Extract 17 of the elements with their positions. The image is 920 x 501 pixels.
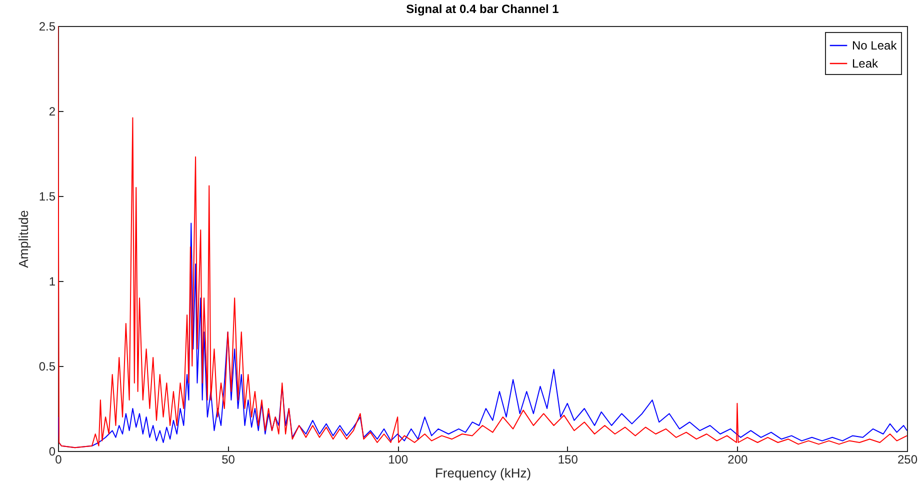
y-tick-label: 0.5 — [38, 360, 56, 374]
legend-label: Leak — [852, 56, 880, 70]
y-tick-label: 2.5 — [38, 20, 56, 34]
x-tick-label: 50 — [222, 452, 236, 466]
line-series — [58, 26, 907, 448]
y-tick-label: 1 — [48, 274, 56, 288]
y-tick-label: 2 — [48, 104, 56, 118]
x-tick-label: 200 — [728, 452, 748, 466]
x-tick-label: 250 — [897, 452, 918, 466]
x-tick-label: 100 — [388, 452, 408, 466]
y-axis-title: Amplitude — [16, 210, 31, 268]
line-series — [58, 222, 907, 448]
x-axis-title: Frequency (kHz) — [434, 466, 532, 480]
legend-label: No Leak — [852, 38, 898, 52]
x-tick-label: 150 — [558, 452, 578, 466]
chart-title: Signal at 0.4 bar Channel 1 — [406, 2, 560, 16]
y-tick-label: 1.5 — [38, 190, 56, 204]
